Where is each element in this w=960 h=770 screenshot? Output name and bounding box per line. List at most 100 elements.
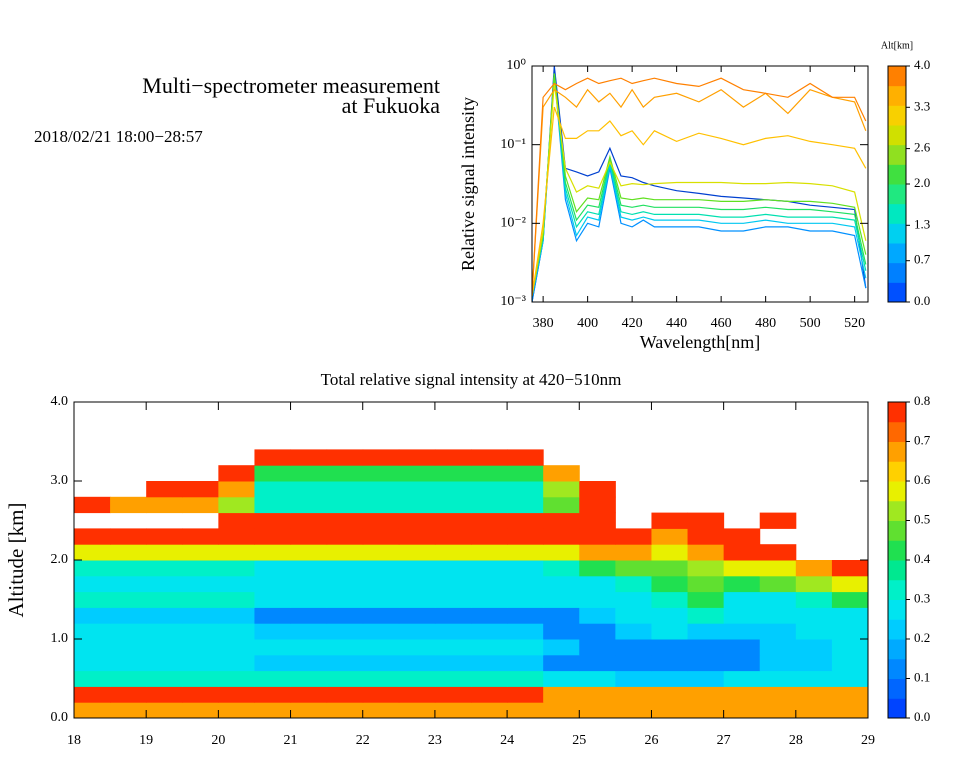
- y-tick-label: 4.0: [51, 394, 69, 409]
- contour-cell: [759, 670, 797, 687]
- contour-cell: [543, 702, 580, 719]
- contour-cell: [759, 686, 797, 703]
- spectrum-line: [532, 73, 867, 296]
- contour-cell: [362, 544, 400, 561]
- contour-cell: [795, 639, 833, 656]
- contour-cell: [759, 639, 797, 656]
- contour-cell: [434, 639, 472, 656]
- colorbar-tick-label: 2.0: [914, 175, 930, 190]
- x-tick-label: 420: [622, 316, 643, 331]
- contour-cell: [687, 702, 725, 719]
- contour-cell: [398, 528, 436, 545]
- contour-cell: [687, 639, 725, 656]
- header-title: at Fukuoka: [342, 93, 441, 118]
- colorbar-swatch: [888, 402, 906, 423]
- contour-cell: [110, 686, 147, 703]
- contour-cell: [326, 623, 364, 640]
- contour-cell: [182, 670, 219, 687]
- contour-cell: [254, 654, 292, 672]
- contour-cell: [218, 670, 255, 687]
- colorbar-tick-label: 0.7: [914, 252, 931, 267]
- contour-cell: [326, 496, 364, 514]
- contour-cell: [182, 623, 219, 640]
- contour-cell: [182, 639, 219, 656]
- contour-cell: [579, 623, 616, 640]
- x-tick-label: 26: [644, 733, 658, 748]
- y-tick-label: 0.0: [51, 710, 69, 725]
- contour-cell: [326, 481, 364, 498]
- contour-cell: [579, 639, 616, 656]
- contour-cell: [471, 496, 508, 514]
- contour-cell: [74, 560, 111, 577]
- contour-cell: [182, 654, 219, 672]
- spectrum-line: [532, 73, 867, 296]
- contour-cell: [471, 465, 508, 482]
- contour-cell: [471, 560, 508, 577]
- contour-cell: [831, 686, 869, 703]
- colorbar-swatch: [888, 203, 906, 224]
- contour-cell: [507, 465, 544, 482]
- contour-cell: [831, 670, 869, 687]
- contour-cell: [182, 560, 219, 577]
- contour-cell: [759, 702, 797, 719]
- contour-cell: [362, 528, 400, 545]
- contour-cell: [723, 623, 761, 640]
- contour-cell: [290, 512, 328, 529]
- contour-cell: [687, 686, 725, 703]
- contour-cell: [615, 623, 652, 640]
- contour-cell: [182, 528, 219, 545]
- contour-cell: [74, 686, 111, 703]
- contour-cell: [615, 654, 652, 672]
- colorbar-swatch: [888, 461, 906, 482]
- contour-cell: [651, 560, 689, 577]
- header-title: Multi−spectrometer measurement: [142, 73, 440, 98]
- contour-cell: [254, 512, 292, 529]
- contour-cell: [110, 544, 147, 561]
- contour-cell: [831, 591, 869, 608]
- contour-cell: [471, 607, 508, 624]
- contour-cell: [507, 496, 544, 514]
- colorbar-swatch: [888, 540, 906, 561]
- contour-cell: [579, 528, 616, 545]
- contour-cell: [218, 528, 255, 545]
- contour-cell: [434, 575, 472, 593]
- contour-cell: [254, 481, 292, 498]
- contour-cell: [507, 654, 544, 672]
- contour-cell: [326, 544, 364, 561]
- contour-cell: [795, 560, 833, 577]
- contour-cell: [110, 639, 147, 656]
- contour-cell: [182, 686, 219, 703]
- contour-cell: [74, 544, 111, 561]
- contour-cell: [687, 654, 725, 672]
- contour-cell: [434, 528, 472, 545]
- contour-cell: [74, 654, 111, 672]
- contour-cell: [543, 528, 580, 545]
- contour-cell: [110, 496, 147, 514]
- contour-cell: [615, 639, 652, 656]
- contour-cell: [579, 544, 616, 561]
- colorbar-tick-label: 4.0: [914, 57, 930, 72]
- contour-cell: [218, 639, 255, 656]
- contour-cell: [615, 686, 652, 703]
- contour-cell: [507, 481, 544, 498]
- contour-cell: [434, 465, 472, 482]
- x-tick-label: 400: [577, 316, 598, 331]
- colorbar-label: Alt[km]: [881, 40, 913, 51]
- spectrum-line: [532, 83, 867, 296]
- x-tick-label: 25: [572, 733, 586, 748]
- contour-cell: [146, 670, 183, 687]
- contour-cell: [471, 686, 508, 703]
- contour-cell: [326, 591, 364, 608]
- contour-cell: [146, 654, 183, 672]
- x-tick-label: 440: [666, 316, 687, 331]
- colorbar-swatch: [888, 560, 906, 581]
- contour-cell: [362, 670, 400, 687]
- colorbar-swatch: [888, 658, 906, 679]
- contour-cell: [831, 623, 869, 640]
- contour-cell: [795, 654, 833, 672]
- contour-cell: [543, 560, 580, 577]
- contour-cell: [651, 528, 689, 545]
- contour-cell: [218, 654, 255, 672]
- contour-cell: [362, 702, 400, 719]
